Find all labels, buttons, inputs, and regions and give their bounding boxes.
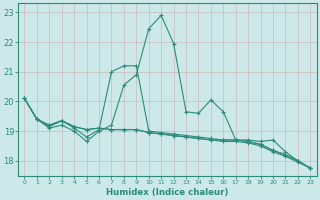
X-axis label: Humidex (Indice chaleur): Humidex (Indice chaleur): [106, 188, 228, 197]
